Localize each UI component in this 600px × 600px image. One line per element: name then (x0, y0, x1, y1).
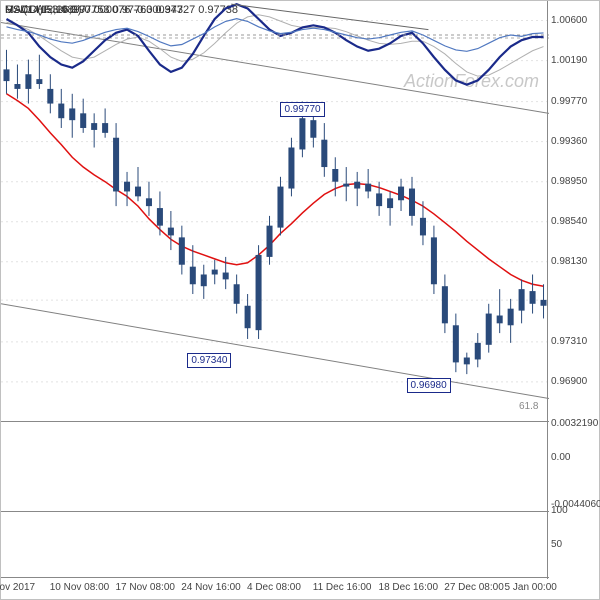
price-ytick: 0.99360 (551, 136, 587, 147)
x-tick: 24 Nov 16:00 (181, 582, 241, 593)
x-tick: 4 Dec 08:00 (247, 582, 301, 593)
macd-ytick: 0.0032190 (551, 418, 598, 429)
rsi-panel[interactable]: RSI(14) 53.0897 (1, 511, 549, 579)
price-ytick: 1.00600 (551, 15, 587, 26)
forex-chart-container: USDCHF,H4 0.97753 0.97763 0.97727 0.9773… (0, 0, 600, 600)
price-ytick: 0.99770 (551, 96, 587, 107)
y-axis: 0.96900 0.97310 0.98130 0.98540 0.98950 0.993… (547, 1, 599, 579)
x-tick: 5 Jan 00:00 (505, 582, 557, 593)
x-tick: 18 Dec 16:00 (379, 582, 439, 593)
price-annotation: 0.97340 (187, 353, 231, 368)
x-tick: 11 Dec 16:00 (313, 582, 372, 593)
price-ytick: 0.98540 (551, 216, 587, 227)
price-ytick: 0.98130 (551, 256, 587, 267)
x-tick: 2 Nov 2017 (0, 582, 35, 593)
price-annotation: 0.99770 (280, 102, 324, 117)
price-annotation: 0.96980 (407, 378, 451, 393)
fib-level-label: 61.8 (519, 401, 538, 412)
rsi-title: RSI(14) 53.0897 (5, 4, 86, 16)
x-axis: 2 Nov 2017 10 Nov 08:00 17 Nov 08:00 24 Nov… (1, 577, 549, 599)
x-tick: 10 Nov 08:00 (50, 582, 110, 593)
x-tick: 17 Nov 08:00 (115, 582, 175, 593)
price-ytick: 0.98950 (551, 176, 587, 187)
rsi-ytick: 100 (551, 505, 568, 516)
macd-panel[interactable]: MACD(12,26,9) 0.000076 -0.000343 (1, 421, 549, 511)
price-ytick: 0.96900 (551, 376, 587, 387)
price-ytick: 1.00190 (551, 55, 587, 66)
rsi-ytick: 50 (551, 539, 562, 550)
price-ytick: 0.97310 (551, 336, 587, 347)
macd-ytick: 0.00 (551, 452, 570, 463)
x-tick: 27 Dec 08:00 (444, 582, 504, 593)
